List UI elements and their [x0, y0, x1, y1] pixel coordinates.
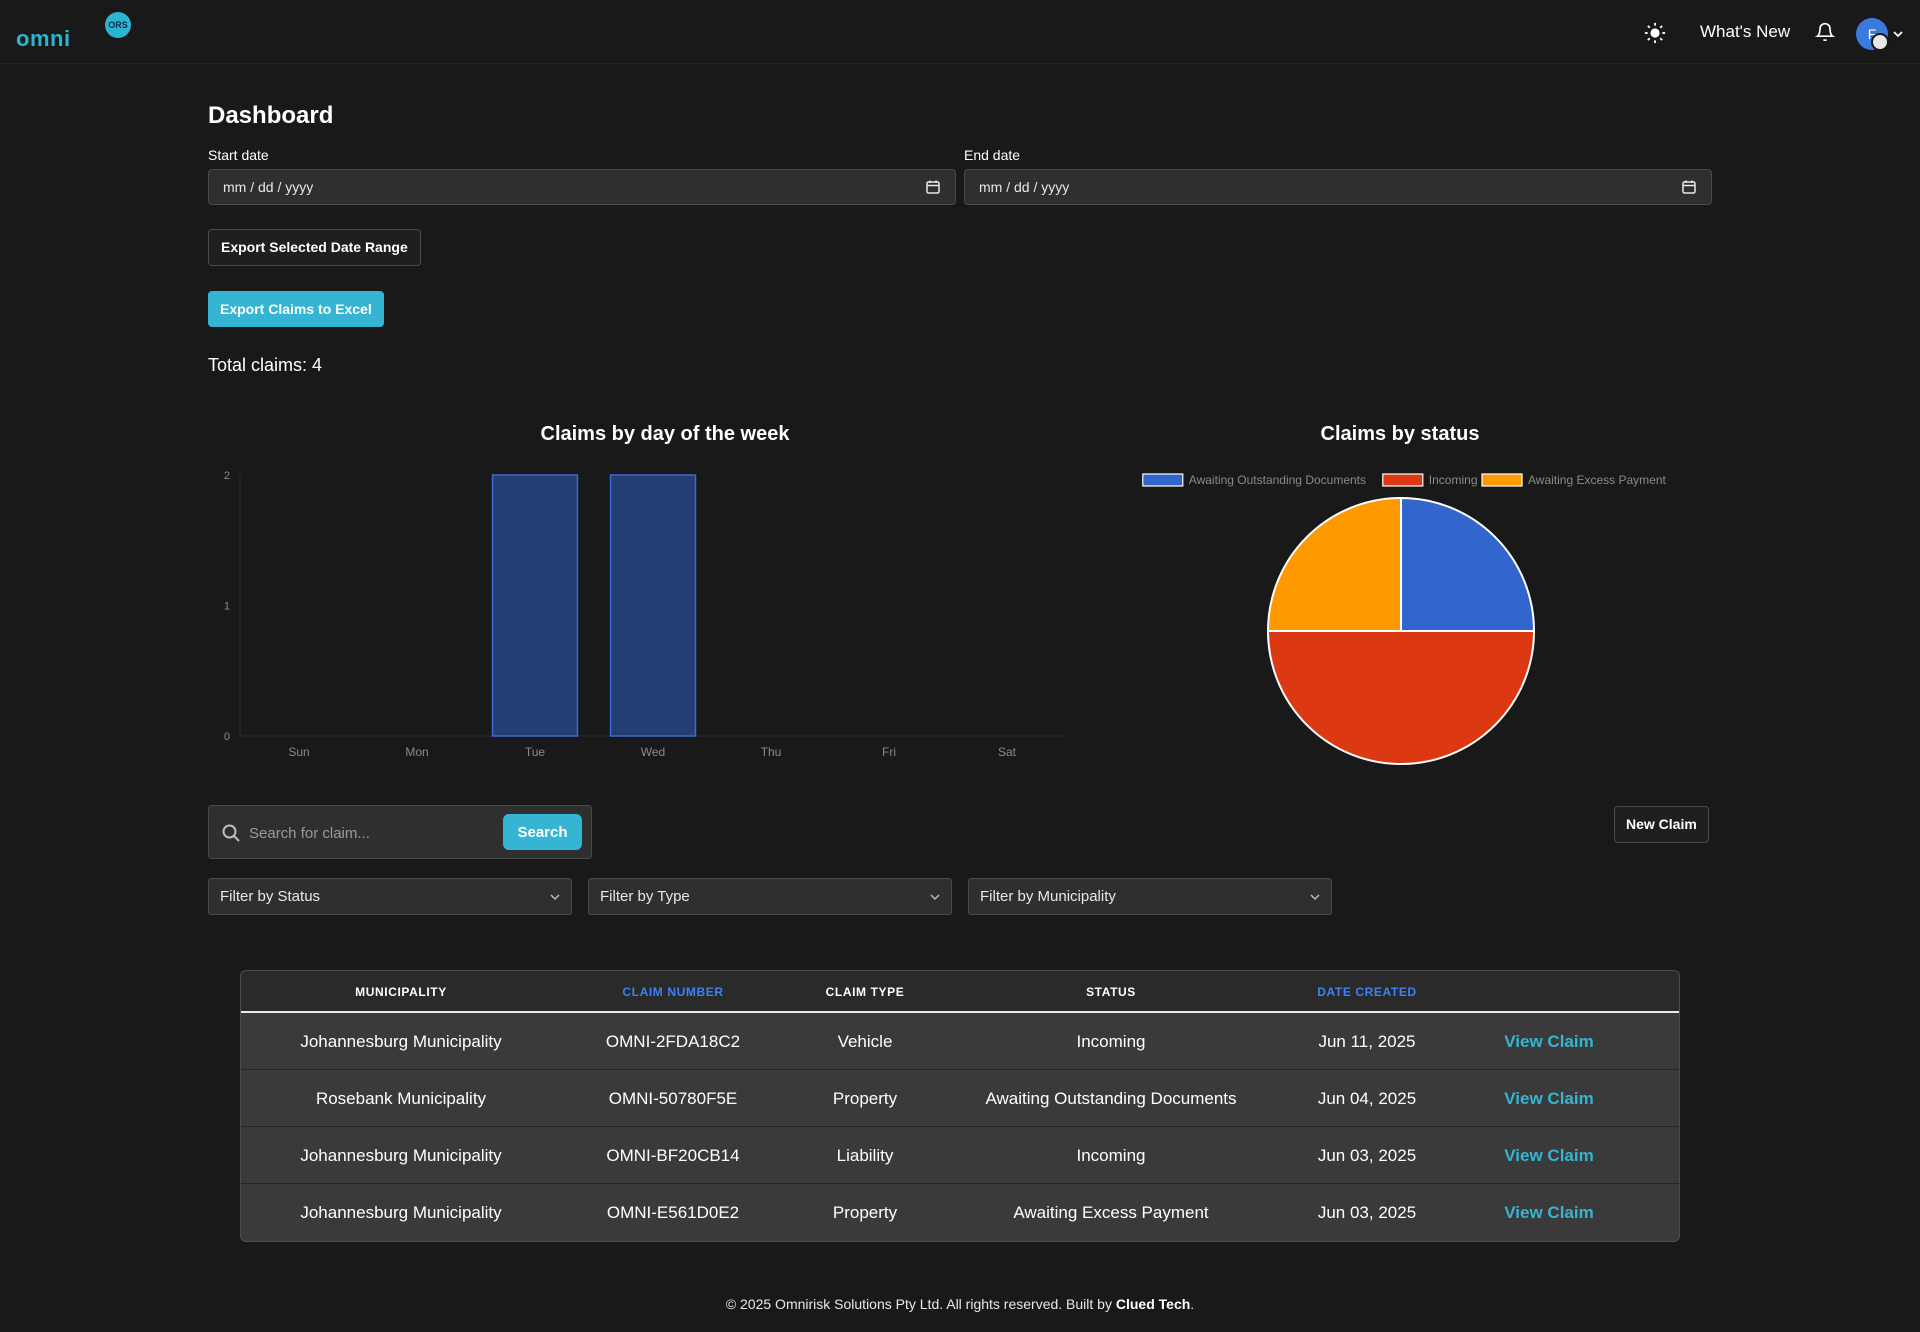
- cell-municipality: Johannesburg Municipality: [300, 1146, 502, 1165]
- view-claim-link[interactable]: View Claim: [1504, 1203, 1594, 1222]
- y-tick-label: 2: [224, 470, 230, 482]
- avatar-badge-icon: [1871, 33, 1889, 51]
- header-claim-type[interactable]: CLAIM TYPE: [825, 985, 905, 999]
- total-claims: Total claims: 4: [208, 355, 323, 375]
- x-tick-label: Sun: [288, 745, 309, 759]
- end-date-placeholder: mm / dd / yyyy: [979, 179, 1070, 195]
- table-row: Johannesburg Municipality OMNI-BF20CB14 …: [241, 1127, 1679, 1184]
- search-input[interactable]: [249, 818, 499, 848]
- x-tick-label: Tue: [525, 745, 546, 759]
- filter-status-select[interactable]: Filter by Status: [208, 878, 572, 915]
- logo-badge: ORS: [105, 12, 131, 38]
- bar-chart: 0 1 2 Sun Mon Tue Wed Thu Fri Sat: [224, 470, 1066, 759]
- filter-type-value: Filter by Type: [600, 888, 690, 905]
- end-date-label: End date: [964, 147, 1021, 163]
- chevron-down-icon: [1310, 894, 1320, 901]
- cell-claim-number: OMNI-BF20CB14: [606, 1146, 740, 1165]
- pie-slice: [1400, 496, 1536, 632]
- calendar-icon[interactable]: [1681, 179, 1697, 195]
- filter-type-select[interactable]: Filter by Type: [588, 878, 952, 915]
- footer-suffix: .: [1190, 1296, 1195, 1312]
- omni-logo[interactable]: omni ORS: [16, 12, 136, 52]
- bar-chart-title: Claims by day of the week: [540, 423, 790, 445]
- view-claim-link[interactable]: View Claim: [1504, 1146, 1594, 1165]
- legend-swatch: [1142, 473, 1184, 487]
- pie-chart: Awaiting Outstanding Documents Incoming Aw…: [1142, 473, 1667, 765]
- bar-tue: [491, 474, 579, 737]
- end-date-input[interactable]: mm / dd / yyyy: [964, 169, 1712, 205]
- header-date-created[interactable]: DATE CREATED: [1317, 985, 1417, 999]
- cell-date-created: Jun 03, 2025: [1317, 1203, 1417, 1222]
- cell-municipality: Johannesburg Municipality: [300, 1203, 502, 1222]
- legend-label: Incoming: [1429, 473, 1478, 487]
- search-icon: [222, 824, 240, 842]
- footer: © 2025 Omnirisk Solutions Pty Ltd. All r…: [0, 1296, 1920, 1312]
- cell-claim-type: Property: [832, 1203, 898, 1222]
- pie-chart-title: Claims by status: [1320, 423, 1480, 445]
- x-tick-label: Wed: [641, 745, 665, 759]
- footer-builder-link[interactable]: Clued Tech: [1115, 1296, 1191, 1312]
- y-tick-label: 0: [224, 731, 230, 743]
- y-tick-label: 1: [224, 601, 230, 613]
- calendar-icon[interactable]: [925, 179, 941, 195]
- start-date-placeholder: mm / dd / yyyy: [223, 179, 314, 195]
- chevron-down-icon: [550, 894, 560, 901]
- logo-text: omni: [16, 26, 71, 51]
- header-claim-number[interactable]: CLAIM NUMBER: [622, 985, 724, 999]
- sun-icon[interactable]: [1644, 22, 1666, 44]
- cell-status: Awaiting Outstanding Documents: [985, 1089, 1237, 1108]
- new-claim-button[interactable]: New Claim: [1614, 806, 1709, 843]
- x-tick-label: Mon: [405, 745, 428, 759]
- header-municipality[interactable]: MUNICIPALITY: [355, 985, 447, 999]
- cell-date-created: Jun 04, 2025: [1317, 1089, 1417, 1108]
- x-tick-label: Thu: [761, 745, 782, 759]
- top-navbar: omni ORS What's New F: [0, 0, 1920, 64]
- x-tick-label: Sat: [998, 745, 1017, 759]
- chevron-down-icon[interactable]: [1892, 28, 1904, 40]
- pie-slice: [1266, 496, 1402, 632]
- bar-wed: [609, 474, 697, 737]
- filter-municipality-select[interactable]: Filter by Municipality: [968, 878, 1332, 915]
- view-claim-link[interactable]: View Claim: [1504, 1032, 1594, 1051]
- legend-label: Awaiting Excess Payment: [1528, 473, 1667, 487]
- cell-claim-type: Liability: [836, 1146, 894, 1165]
- cell-claim-number: OMNI-2FDA18C2: [605, 1032, 741, 1051]
- whats-new-link[interactable]: What's New: [1700, 22, 1791, 41]
- chevron-down-icon: [930, 894, 940, 901]
- legend-swatch: [1382, 473, 1424, 487]
- cell-claim-type: Property: [832, 1089, 898, 1108]
- cell-claim-number: OMNI-E561D0E2: [606, 1203, 740, 1222]
- legend-swatch: [1481, 473, 1523, 487]
- view-claim-link[interactable]: View Claim: [1504, 1089, 1594, 1108]
- page-title: Dashboard: [208, 102, 334, 129]
- cell-date-created: Jun 03, 2025: [1317, 1146, 1417, 1165]
- cell-status: Incoming: [1076, 1032, 1146, 1051]
- cell-status: Incoming: [1076, 1146, 1146, 1165]
- cell-municipality: Rosebank Municipality: [315, 1089, 487, 1108]
- filter-municipality-value: Filter by Municipality: [980, 888, 1116, 905]
- header-status[interactable]: STATUS: [1086, 985, 1136, 999]
- footer-text: © 2025 Omnirisk Solutions Pty Ltd. All r…: [725, 1296, 1116, 1312]
- cell-claim-type: Vehicle: [837, 1032, 893, 1051]
- pie-slice: [1266, 630, 1536, 765]
- x-tick-label: Fri: [882, 745, 896, 759]
- search-button[interactable]: Search: [503, 814, 582, 850]
- cell-claim-number: OMNI-50780F5E: [608, 1089, 738, 1108]
- export-date-range-button[interactable]: Export Selected Date Range: [208, 229, 421, 266]
- cell-municipality: Johannesburg Municipality: [300, 1032, 502, 1051]
- table-row: Rosebank Municipality OMNI-50780F5E Prop…: [241, 1070, 1679, 1127]
- start-date-input[interactable]: mm / dd / yyyy: [208, 169, 956, 205]
- table-row: Johannesburg Municipality OMNI-2FDA18C2 …: [241, 1013, 1679, 1070]
- bell-icon[interactable]: [1815, 22, 1835, 42]
- cell-date-created: Jun 11, 2025: [1318, 1032, 1416, 1051]
- filter-status-value: Filter by Status: [220, 888, 321, 905]
- claims-table: MUNICIPALITY CLAIM NUMBER CLAIM TYPE STA…: [240, 970, 1680, 1242]
- export-excel-button[interactable]: Export Claims to Excel: [208, 291, 384, 327]
- cell-status: Awaiting Excess Payment: [1013, 1203, 1209, 1222]
- legend-label: Awaiting Outstanding Documents: [1189, 473, 1366, 487]
- table-header: MUNICIPALITY CLAIM NUMBER CLAIM TYPE STA…: [241, 971, 1679, 1013]
- search-bar: Search: [208, 805, 592, 859]
- table-row: Johannesburg Municipality OMNI-E561D0E2 …: [241, 1184, 1679, 1241]
- start-date-label: Start date: [208, 147, 269, 163]
